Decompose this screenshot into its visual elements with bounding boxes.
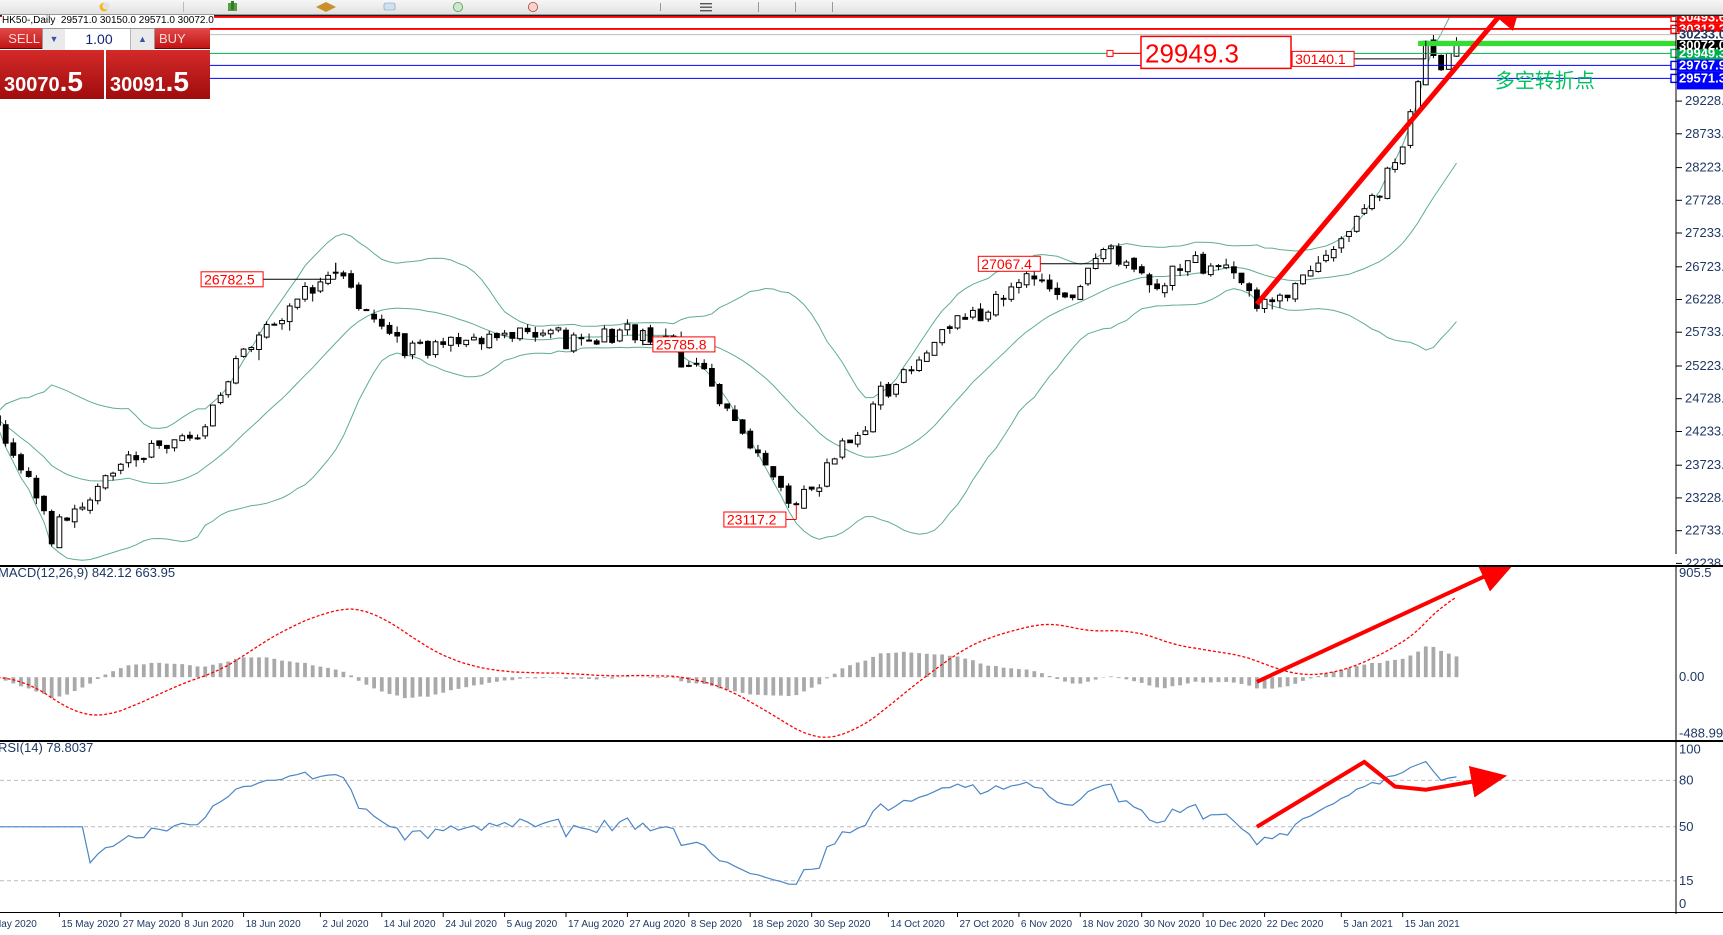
svg-text:27 Oct 2020: 27 Oct 2020 bbox=[960, 919, 1015, 930]
svg-text:14 Oct 2020: 14 Oct 2020 bbox=[890, 919, 945, 930]
svg-text:RSI(14) 78.8037: RSI(14) 78.8037 bbox=[0, 742, 93, 755]
svg-text:5 Jan 2021: 5 Jan 2021 bbox=[1343, 919, 1393, 930]
svg-text:22733.0: 22733.0 bbox=[1685, 523, 1723, 538]
svg-text:8 Jun 2020: 8 Jun 2020 bbox=[184, 919, 234, 930]
svg-text:100: 100 bbox=[1679, 742, 1701, 757]
svg-text:27728.0: 27728.0 bbox=[1685, 192, 1723, 207]
svg-text:1 May 2020: 1 May 2020 bbox=[0, 919, 37, 930]
svg-text:25785.8: 25785.8 bbox=[656, 336, 707, 352]
svg-text:24233.0: 24233.0 bbox=[1685, 424, 1723, 439]
svg-text:25733.0: 25733.0 bbox=[1685, 324, 1723, 339]
svg-text:30140.1: 30140.1 bbox=[1295, 51, 1346, 67]
svg-text:14 Jul 2020: 14 Jul 2020 bbox=[384, 919, 436, 930]
svg-text:24 Jul 2020: 24 Jul 2020 bbox=[445, 919, 497, 930]
svg-text:23723.0: 23723.0 bbox=[1685, 457, 1723, 472]
svg-text:27233.0: 27233.0 bbox=[1685, 225, 1723, 240]
svg-text:23117.2: 23117.2 bbox=[727, 512, 777, 528]
svg-text:50: 50 bbox=[1679, 819, 1693, 834]
svg-text:28733.0: 28733.0 bbox=[1685, 126, 1723, 141]
svg-text:27 Aug 2020: 27 Aug 2020 bbox=[629, 919, 686, 930]
svg-text:-488.99: -488.99 bbox=[1679, 726, 1723, 741]
svg-text:8 Sep 2020: 8 Sep 2020 bbox=[691, 919, 743, 930]
svg-text:29949.3: 29949.3 bbox=[1145, 38, 1239, 68]
svg-text:18 Jun 2020: 18 Jun 2020 bbox=[246, 919, 301, 930]
svg-text:27067.4: 27067.4 bbox=[981, 256, 1032, 272]
svg-text:24728.0: 24728.0 bbox=[1685, 391, 1723, 406]
svg-text:MACD(12,26,9) 842.12 663.95: MACD(12,26,9) 842.12 663.95 bbox=[0, 567, 175, 580]
svg-text:30 Sep 2020: 30 Sep 2020 bbox=[814, 919, 871, 930]
svg-text:26782.5: 26782.5 bbox=[204, 271, 255, 287]
svg-text:18 Nov 2020: 18 Nov 2020 bbox=[1082, 919, 1139, 930]
svg-text:25223.0: 25223.0 bbox=[1685, 358, 1723, 373]
svg-text:80: 80 bbox=[1679, 772, 1693, 787]
svg-text:15 Jan 2021: 15 Jan 2021 bbox=[1405, 919, 1460, 930]
svg-text:15: 15 bbox=[1679, 873, 1693, 888]
svg-text:29228.0: 29228.0 bbox=[1685, 93, 1723, 108]
svg-text:10 Dec 2020: 10 Dec 2020 bbox=[1205, 919, 1262, 930]
svg-text:29571.3: 29571.3 bbox=[1679, 70, 1723, 85]
svg-text:27 May 2020: 27 May 2020 bbox=[123, 919, 181, 930]
svg-text:多空转折点: 多空转折点 bbox=[1495, 69, 1595, 92]
svg-text:26723.0: 26723.0 bbox=[1685, 259, 1723, 274]
svg-text:26228.0: 26228.0 bbox=[1685, 292, 1723, 307]
svg-text:905.5: 905.5 bbox=[1679, 567, 1712, 580]
svg-text:6 Nov 2020: 6 Nov 2020 bbox=[1021, 919, 1073, 930]
svg-text:30 Nov 2020: 30 Nov 2020 bbox=[1144, 919, 1201, 930]
svg-text:23228.0: 23228.0 bbox=[1685, 490, 1723, 505]
svg-text:0.00: 0.00 bbox=[1679, 669, 1704, 684]
svg-text:15 May 2020: 15 May 2020 bbox=[61, 919, 119, 930]
svg-text:17 Aug 2020: 17 Aug 2020 bbox=[568, 919, 625, 930]
svg-text:28223.0: 28223.0 bbox=[1685, 160, 1723, 175]
svg-text:2 Jul 2020: 2 Jul 2020 bbox=[322, 919, 369, 930]
svg-text:0: 0 bbox=[1679, 896, 1686, 911]
svg-text:18 Sep 2020: 18 Sep 2020 bbox=[752, 919, 809, 930]
svg-text:5 Aug 2020: 5 Aug 2020 bbox=[507, 919, 558, 930]
svg-text:22 Dec 2020: 22 Dec 2020 bbox=[1267, 919, 1324, 930]
